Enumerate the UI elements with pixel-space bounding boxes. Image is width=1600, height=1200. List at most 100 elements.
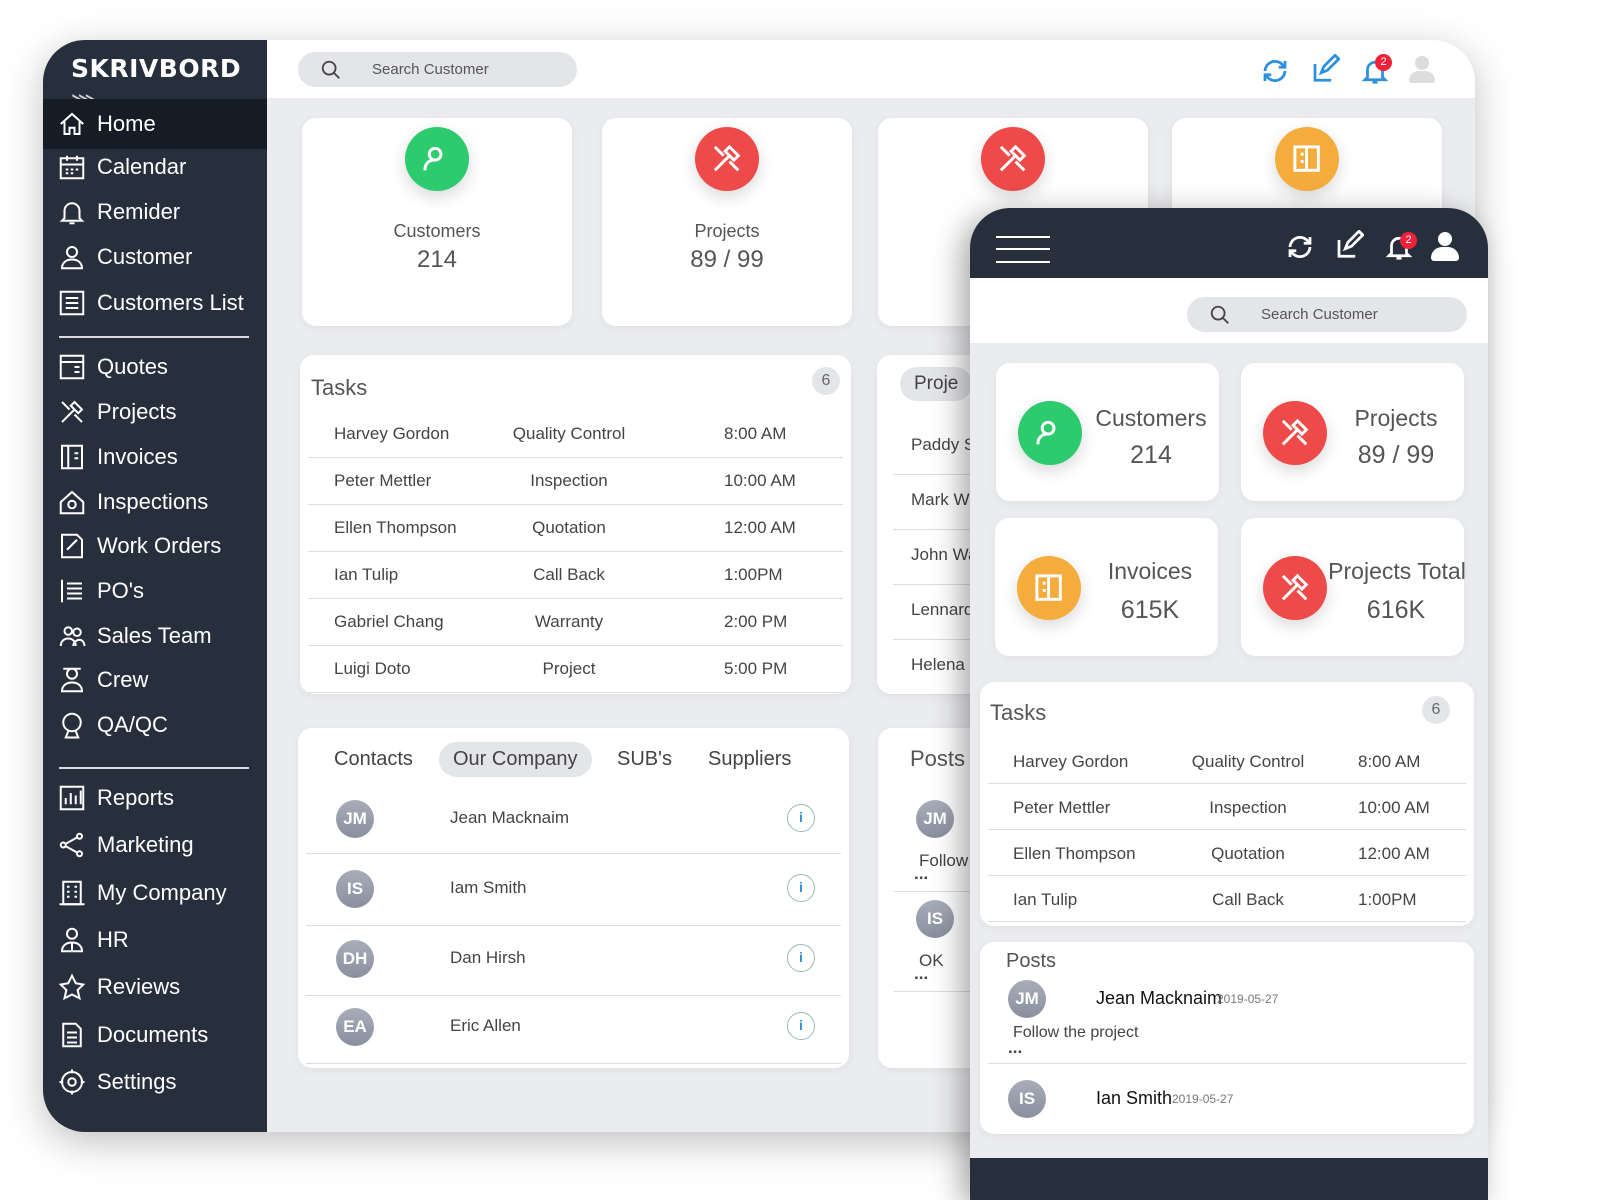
contact-row[interactable]: IS Iam Smith i xyxy=(306,858,841,926)
more-icon[interactable]: ... xyxy=(914,964,929,983)
task-row[interactable]: Ian Tulip Call Back 1:00PM xyxy=(308,551,843,599)
sidebar-item-po-s[interactable]: PO's xyxy=(43,568,267,614)
task-name: Ellen Thompson xyxy=(1013,844,1136,863)
sidebar-item-qa-qc[interactable]: QA/QC xyxy=(43,702,267,748)
sidebar-item-remider[interactable]: Remider xyxy=(43,189,267,235)
refresh-icon[interactable] xyxy=(1285,232,1315,262)
hr-icon xyxy=(60,927,84,953)
tab-contacts[interactable]: Contacts xyxy=(334,748,413,770)
tab-sub-s[interactable]: SUB's xyxy=(617,748,672,770)
sidebar-item-inspections[interactable]: Inspections xyxy=(43,479,267,525)
stat-tools-icon xyxy=(981,127,1045,191)
sidebar-item-projects[interactable]: Projects xyxy=(43,389,267,435)
stat-value: 214 xyxy=(416,246,458,273)
task-type: Call Back xyxy=(533,565,605,584)
task-type: Project xyxy=(542,659,596,678)
sidebar-item-label: Crew xyxy=(97,667,149,692)
sidebar-item-hr[interactable]: HR xyxy=(43,917,267,963)
info-icon[interactable]: i xyxy=(787,874,815,902)
sidebar-item-work-orders[interactable]: Work Orders xyxy=(43,523,267,569)
stat-invoice-icon xyxy=(1275,127,1339,191)
stat-card-1[interactable]: Projects 89 / 99 xyxy=(602,118,852,326)
task-row[interactable]: Gabriel Chang Warranty 2:00 PM xyxy=(308,598,843,646)
sidebar: SKRIVBORD ⋙ HomeCalendarRemiderCustomerC… xyxy=(43,40,267,1132)
task-type: Quality Control xyxy=(1191,752,1305,771)
task-type: Quotation xyxy=(532,518,606,537)
stat-value: 89 / 99 xyxy=(690,246,764,273)
task-time: 12:00 AM xyxy=(1358,844,1430,863)
task-row[interactable]: Peter Mettler Inspection 10:00 AM xyxy=(988,784,1466,830)
avatar: IS xyxy=(916,900,954,938)
sidebar-item-marketing[interactable]: Marketing xyxy=(43,822,267,868)
sidebar-item-quotes[interactable]: Quotes xyxy=(43,344,267,390)
sidebar-item-label: PO's xyxy=(97,578,144,603)
task-row[interactable]: Ellen Thompson Quotation 12:00 AM xyxy=(308,504,843,552)
stat-card-0[interactable]: Customers 214 xyxy=(302,118,572,326)
sidebar-item-customers-list[interactable]: Customers List xyxy=(43,280,267,326)
edit-icon[interactable] xyxy=(1310,54,1340,84)
info-icon[interactable]: i xyxy=(787,804,815,832)
task-name: Harvey Gordon xyxy=(1013,752,1129,771)
sidebar-item-documents[interactable]: Documents xyxy=(43,1012,267,1058)
sidebar-item-label: Documents xyxy=(97,1022,209,1047)
search-icon xyxy=(1210,305,1229,324)
qa-icon xyxy=(62,712,82,739)
sidebar-item-sales-team[interactable]: Sales Team xyxy=(43,613,267,659)
task-row[interactable]: Harvey Gordon Quality Control 8:00 AM xyxy=(308,410,843,458)
task-row[interactable]: Luigi Doto Project 5:00 PM xyxy=(308,645,843,693)
phone-search-input[interactable]: Search Customer xyxy=(1187,297,1467,332)
contact-name: Eric Allen xyxy=(450,1016,521,1035)
task-time: 8:00 AM xyxy=(724,424,787,443)
info-icon[interactable]: i xyxy=(787,944,815,972)
more-icon[interactable]: ... xyxy=(914,864,929,883)
edit-icon[interactable] xyxy=(1334,230,1364,260)
sidebar-item-reports[interactable]: Reports xyxy=(43,775,267,821)
share-icon xyxy=(59,832,83,858)
task-name: Ian Tulip xyxy=(334,565,399,584)
projects-tab[interactable]: Proje xyxy=(900,367,973,401)
tab-suppliers[interactable]: Suppliers xyxy=(708,748,792,770)
tab-our-company[interactable]: Our Company xyxy=(439,742,592,777)
stat-value: 89 / 99 xyxy=(1357,441,1435,469)
sidebar-item-home[interactable]: Home xyxy=(43,99,267,149)
sidebar-item-label: QA/QC xyxy=(97,712,168,737)
task-row[interactable]: Ellen Thompson Quotation 12:00 AM xyxy=(988,830,1466,876)
task-row[interactable]: Ian Tulip Call Back 1:00PM xyxy=(988,876,1466,922)
sidebar-item-customer[interactable]: Customer xyxy=(43,234,267,280)
search-input[interactable]: Search Customer xyxy=(298,52,577,87)
project-name: Paddy S xyxy=(911,435,976,454)
stat-label: Customers xyxy=(1095,405,1207,431)
sidebar-item-my-company[interactable]: My Company xyxy=(43,870,267,916)
task-row[interactable]: Peter Mettler Inspection 10:00 AM xyxy=(308,457,843,505)
contact-row[interactable]: EA Eric Allen i xyxy=(306,996,841,1064)
phone-stat-card[interactable]: Projects Total 616K xyxy=(1241,518,1466,656)
info-icon[interactable]: i xyxy=(787,1012,815,1040)
contact-row[interactable]: JM Jean Macknaim i xyxy=(306,788,841,854)
sidebar-item-label: Invoices xyxy=(97,444,178,469)
user-avatar-icon[interactable] xyxy=(1407,54,1437,84)
post-row[interactable]: IS Ian Smith 2019-05-27 xyxy=(988,1080,1466,1150)
sidebar-item-label: Customers List xyxy=(97,290,244,315)
contact-name: Dan Hirsh xyxy=(450,948,526,967)
sidebar-item-settings[interactable]: Settings xyxy=(43,1059,267,1105)
sidebar-item-label: Inspections xyxy=(97,489,209,514)
task-name: Ian Tulip xyxy=(1013,890,1078,909)
sidebar-item-reviews[interactable]: Reviews xyxy=(43,964,267,1010)
phone-stat-card[interactable]: Customers 214 xyxy=(996,363,1219,501)
refresh-icon[interactable] xyxy=(1260,56,1290,86)
task-time: 8:00 AM xyxy=(1358,752,1421,771)
stat-label: Invoices xyxy=(1107,558,1193,584)
task-row[interactable]: Harvey Gordon Quality Control 8:00 AM xyxy=(988,738,1466,784)
sidebar-item-calendar[interactable]: Calendar xyxy=(43,144,267,190)
sidebar-item-invoices[interactable]: Invoices xyxy=(43,434,267,480)
hamburger-menu-icon[interactable] xyxy=(996,234,1050,266)
sidebar-item-label: Customer xyxy=(97,244,193,269)
contact-row[interactable]: DH Dan Hirsh i xyxy=(306,928,841,996)
phone-stat-card[interactable]: Invoices 615K xyxy=(995,518,1218,656)
user-avatar-icon[interactable] xyxy=(1430,232,1460,262)
post-row[interactable]: JM Jean Macknaim 2019-05-27 Follow the p… xyxy=(988,980,1466,1064)
phone-stat-card[interactable]: Projects 89 / 99 xyxy=(1241,363,1464,501)
gear-icon xyxy=(59,1069,85,1095)
more-icon[interactable]: ... xyxy=(1008,1038,1023,1057)
sidebar-item-crew[interactable]: Crew xyxy=(43,657,267,703)
